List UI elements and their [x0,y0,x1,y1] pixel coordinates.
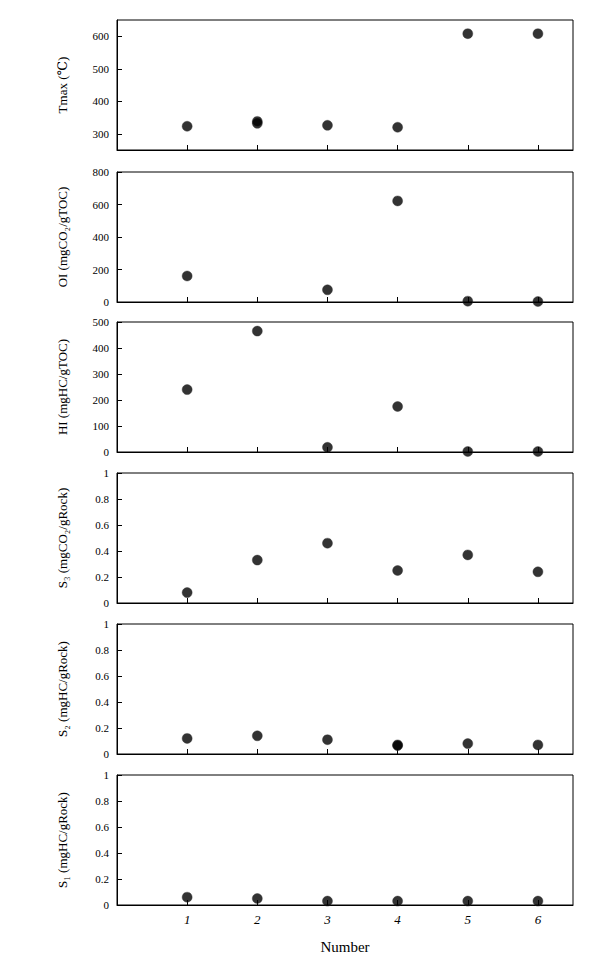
svg-text:0.2: 0.2 [95,873,109,885]
svg-text:S₃ (mgCO₂/gRock): S₃ (mgCO₂/gRock) [55,488,70,588]
svg-text:200: 200 [93,264,110,276]
svg-text:S₁ (mgHC/gRock): S₁ (mgHC/gRock) [55,792,70,888]
svg-text:5: 5 [465,912,472,927]
svg-text:300: 300 [93,368,110,380]
svg-text:0.2: 0.2 [95,722,109,734]
svg-text:6: 6 [535,912,542,927]
svg-text:0: 0 [104,597,110,609]
svg-text:HI (mgHC/gTOC): HI (mgHC/gTOC) [55,339,70,435]
svg-text:2: 2 [254,912,261,927]
svg-text:0.6: 0.6 [95,519,109,531]
svg-text:400: 400 [93,342,110,354]
svg-text:600: 600 [93,199,110,211]
svg-text:Number: Number [320,939,369,955]
svg-text:0.6: 0.6 [95,821,109,833]
svg-text:0.4: 0.4 [95,847,109,859]
svg-text:1: 1 [104,618,110,630]
svg-text:Tmax (℃): Tmax (℃) [55,57,70,114]
svg-text:500: 500 [93,316,110,328]
svg-text:200: 200 [93,394,110,406]
svg-text:3: 3 [323,912,331,927]
svg-text:800: 800 [93,166,110,178]
svg-text:1: 1 [104,769,110,781]
svg-text:0.8: 0.8 [95,795,109,807]
svg-text:0.2: 0.2 [95,571,109,583]
svg-text:S₂ (mgHC/gRock): S₂ (mgHC/gRock) [55,641,70,737]
svg-text:0.8: 0.8 [95,493,109,505]
svg-text:OI (mgCO₂/gTOC): OI (mgCO₂/gTOC) [55,187,70,288]
svg-text:0: 0 [104,446,110,458]
svg-text:1: 1 [184,912,191,927]
svg-text:4: 4 [394,912,401,927]
svg-text:0: 0 [104,748,110,760]
svg-text:0.4: 0.4 [95,696,109,708]
svg-text:600: 600 [93,30,110,42]
svg-text:400: 400 [93,95,110,107]
svg-text:0.8: 0.8 [95,644,109,656]
svg-text:0.6: 0.6 [95,670,109,682]
svg-text:300: 300 [93,128,110,140]
svg-text:500: 500 [93,63,110,75]
svg-text:0.4: 0.4 [95,545,109,557]
svg-text:400: 400 [93,231,110,243]
svg-text:0: 0 [104,899,110,911]
svg-text:100: 100 [93,420,110,432]
svg-text:1: 1 [104,467,110,479]
svg-text:0: 0 [104,296,110,308]
